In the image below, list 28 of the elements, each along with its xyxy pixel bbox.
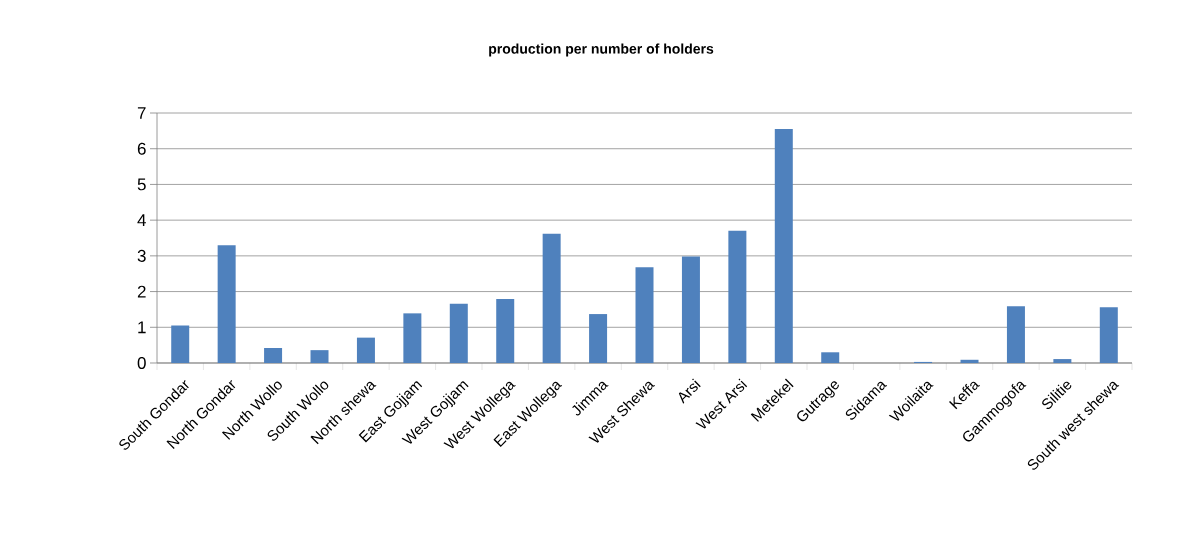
y-tick-label: 6 bbox=[137, 142, 146, 155]
bar bbox=[449, 303, 468, 363]
y-tick-label: 4 bbox=[137, 214, 146, 226]
bar bbox=[960, 359, 979, 363]
y-tick-label: 3 bbox=[137, 249, 146, 262]
y-tick-label: 1 bbox=[138, 321, 146, 334]
bar bbox=[589, 314, 608, 363]
bar bbox=[171, 325, 190, 363]
bar bbox=[681, 256, 700, 363]
bar bbox=[496, 299, 515, 363]
bar bbox=[728, 230, 747, 363]
bar bbox=[403, 313, 422, 363]
bar bbox=[1006, 306, 1025, 363]
y-tick-label: 7 bbox=[137, 107, 146, 119]
y-tick-label: 2 bbox=[137, 285, 146, 298]
bar bbox=[217, 245, 236, 363]
y-tick-label: 0 bbox=[137, 356, 146, 370]
bar bbox=[310, 350, 329, 363]
bar bbox=[821, 352, 840, 363]
bar bbox=[1099, 307, 1118, 363]
bar bbox=[542, 233, 561, 363]
chart-title: production per number of holders bbox=[489, 43, 714, 57]
bar bbox=[774, 129, 793, 363]
bar bbox=[264, 348, 283, 363]
bar bbox=[356, 337, 375, 363]
bar bbox=[635, 267, 654, 363]
bar bbox=[1053, 359, 1072, 363]
y-tick-label: 5 bbox=[137, 178, 146, 191]
